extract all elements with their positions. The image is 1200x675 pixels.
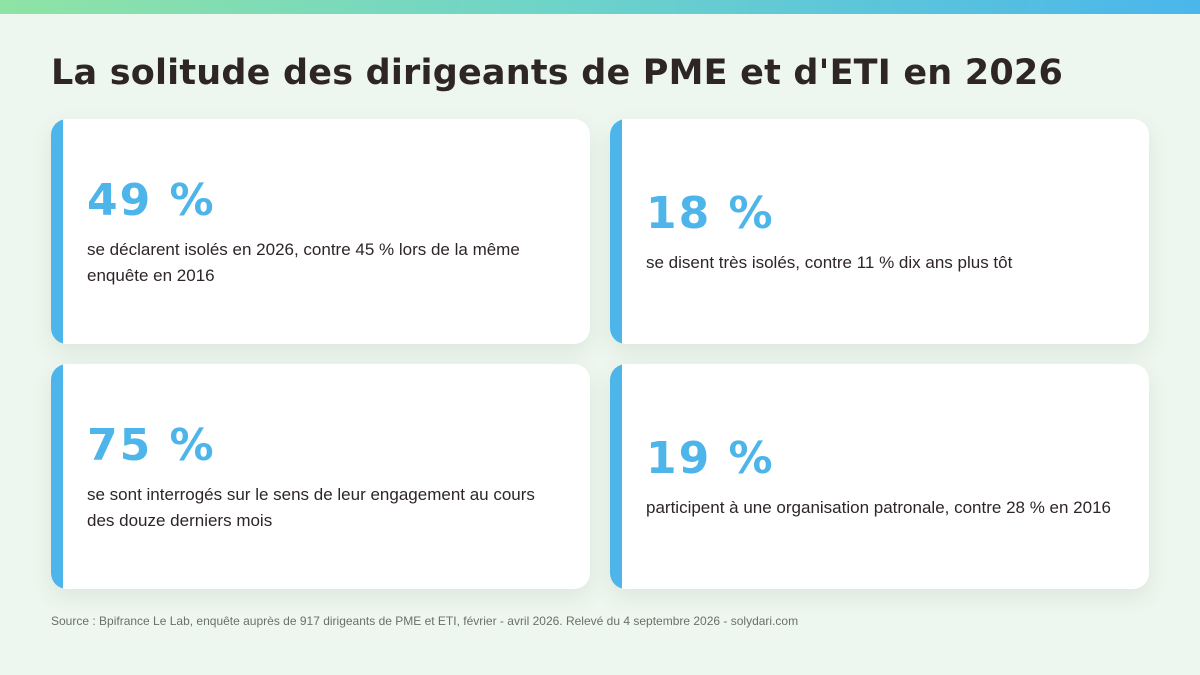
- stat-description: se déclarent isolés en 2026, contre 45 %…: [87, 239, 520, 285]
- card-accent-bar: [51, 119, 63, 344]
- stat-description: participent à une organisation patronale…: [646, 497, 1111, 517]
- card-accent-bar: [610, 119, 622, 344]
- stat-card-very-isolated: 18 % se disent très isolés, contre 11 % …: [610, 119, 1149, 344]
- stat-value: 18 %: [646, 187, 775, 239]
- top-gradient-bar: [0, 0, 1200, 14]
- source-footnote: Source : Bpifrance Le Lab, enquête auprè…: [51, 614, 799, 628]
- stat-card-organisation: 19 % participent à une organisation patr…: [610, 364, 1149, 589]
- stat-description: se disent très isolés, contre 11 % dix a…: [646, 252, 1013, 272]
- card-accent-bar: [51, 364, 63, 589]
- page-title: La solitude des dirigeants de PME et d'E…: [51, 53, 1064, 93]
- stat-value: 49 %: [87, 174, 216, 226]
- stat-card-engagement: 75 % se sont interrogés sur le sens de l…: [51, 364, 590, 589]
- stat-description: se sont interrogés sur le sens de leur e…: [87, 484, 535, 530]
- stat-value: 19 %: [646, 432, 775, 484]
- stat-card-isolated: 49 % se déclarent isolés en 2026, contre…: [51, 119, 590, 344]
- stat-value: 75 %: [87, 419, 216, 471]
- card-accent-bar: [610, 364, 622, 589]
